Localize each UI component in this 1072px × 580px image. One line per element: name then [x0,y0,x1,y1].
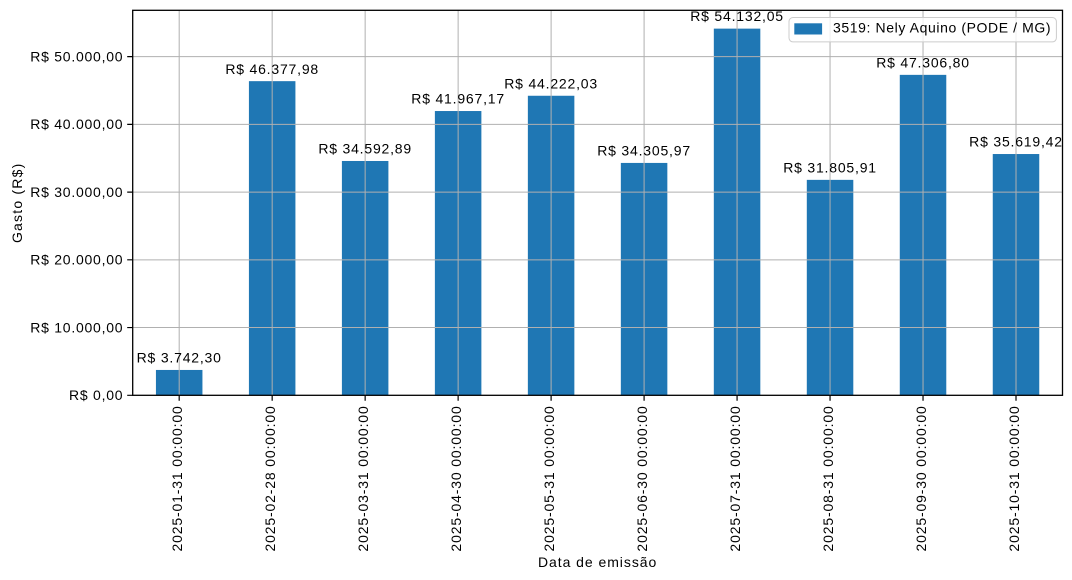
svg-text:R$ 10.000,00: R$ 10.000,00 [30,319,123,335]
svg-text:R$ 3.742,30: R$ 3.742,30 [137,350,222,366]
svg-text:2025-02-28 00:00:00: 2025-02-28 00:00:00 [262,405,278,551]
svg-text:2025-10-31 00:00:00: 2025-10-31 00:00:00 [1006,405,1022,551]
svg-text:2025-04-30 00:00:00: 2025-04-30 00:00:00 [448,405,464,551]
svg-text:2025-09-30 00:00:00: 2025-09-30 00:00:00 [913,405,929,551]
svg-text:R$ 46.377,98: R$ 46.377,98 [225,61,319,77]
svg-text:2025-03-31 00:00:00: 2025-03-31 00:00:00 [355,405,371,551]
svg-text:R$ 0,00: R$ 0,00 [69,387,123,403]
svg-text:3519: Nely Aquino (PODE / MG): 3519: Nely Aquino (PODE / MG) [833,20,1051,36]
svg-text:R$ 20.000,00: R$ 20.000,00 [30,252,123,268]
svg-text:2025-06-30 00:00:00: 2025-06-30 00:00:00 [634,405,650,551]
svg-text:R$ 34.592,89: R$ 34.592,89 [318,141,412,157]
svg-text:R$ 30.000,00: R$ 30.000,00 [30,184,123,200]
svg-text:2025-08-31 00:00:00: 2025-08-31 00:00:00 [820,405,836,551]
svg-text:R$ 34.305,97: R$ 34.305,97 [597,143,691,159]
svg-text:R$ 41.967,17: R$ 41.967,17 [411,91,505,107]
svg-text:R$ 31.805,91: R$ 31.805,91 [783,159,877,175]
svg-text:2025-01-31 00:00:00: 2025-01-31 00:00:00 [169,405,185,551]
svg-text:R$ 54.132,05: R$ 54.132,05 [690,8,784,24]
svg-text:R$ 44.222,03: R$ 44.222,03 [504,75,598,91]
svg-text:R$ 35.619,42: R$ 35.619,42 [969,134,1063,150]
svg-text:2025-05-31 00:00:00: 2025-05-31 00:00:00 [541,405,557,551]
svg-text:R$ 50.000,00: R$ 50.000,00 [30,48,123,64]
svg-text:R$ 47.306,80: R$ 47.306,80 [876,54,970,70]
svg-text:Gasto (R$): Gasto (R$) [9,163,25,243]
svg-text:Data de emissão: Data de emissão [538,554,657,570]
svg-text:2025-07-31 00:00:00: 2025-07-31 00:00:00 [727,405,743,551]
svg-text:R$ 40.000,00: R$ 40.000,00 [30,116,123,132]
